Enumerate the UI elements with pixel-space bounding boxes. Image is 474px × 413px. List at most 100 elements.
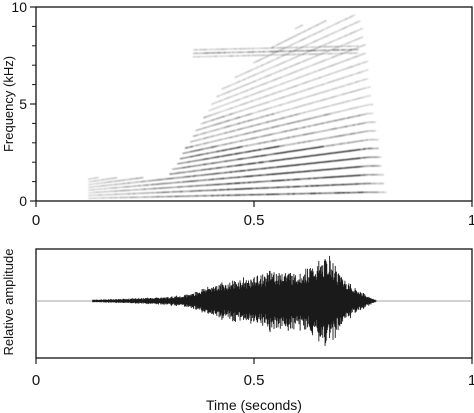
spectrogram-harmonic-mark — [260, 96, 264, 99]
spectrogram-harmonic-mark — [305, 73, 309, 76]
spectrogram-harmonic-mark — [349, 99, 353, 102]
spectrogram-harmonic-mark — [231, 82, 236, 86]
spectrogram-harmonic-mark — [299, 82, 304, 86]
spectrogram-harmonic-mark — [284, 95, 288, 98]
spectrogram-harmonic-mark — [247, 107, 251, 110]
spectrogram-harmonic-mark — [271, 112, 275, 116]
spectrogram-harmonic-mark — [216, 128, 220, 131]
spectrogram-x-tick-label: 1 — [468, 212, 474, 229]
spectrogram-harmonic-mark — [255, 85, 259, 88]
spectrogram-harmonic-mark — [221, 143, 225, 146]
spectrogram-harmonic-mark — [300, 112, 304, 115]
spectrogram-harmonic-mark — [260, 135, 264, 138]
spectrogram-harmonic-mark — [258, 58, 262, 62]
spectrogram-harmonic-mark — [365, 60, 369, 63]
spectrogram-harmonic-mark — [229, 124, 233, 127]
spectrogram-harmonic-mark — [276, 63, 280, 67]
spectrogram-harmonic-mark — [313, 124, 317, 127]
spectrogram-harmonic-mark — [315, 108, 319, 111]
spectrogram-harmonic-mark — [273, 98, 277, 101]
spectrogram-harmonic-mark — [258, 103, 262, 106]
spectrogram-harmonic-mark — [357, 123, 361, 125]
spectrogram-harmonic-mark — [360, 96, 364, 99]
spectrogram-harmonic-mark — [224, 114, 228, 117]
spectrogram-harmonic-mark — [271, 139, 275, 142]
spectrogram-harmonic-mark — [315, 115, 319, 118]
spectrogram-harmonic-mark — [313, 47, 317, 51]
spectrogram-harmonic-mark — [245, 101, 249, 105]
spectrogram-harmonic-mark — [203, 116, 207, 119]
spectrogram-harmonic-mark — [239, 115, 243, 118]
spectrogram-harmonic-mark — [258, 65, 262, 68]
spectrogram-harmonic-mark — [266, 114, 270, 117]
spectrogram-harmonic-mark — [268, 93, 272, 96]
spectrogram-harmonic-mark — [310, 124, 314, 127]
spectrogram-harmonic-mark — [195, 144, 199, 147]
spectrogram-harmonic-mark — [197, 133, 202, 136]
spectrogram-harmonic-mark — [268, 67, 272, 70]
spectrogram-harmonic-mark — [339, 118, 343, 121]
spectrogram-harmonic-mark — [294, 135, 298, 138]
spectrogram-harmonic-mark — [242, 102, 246, 105]
spectrogram-harmonic-mark — [347, 33, 351, 36]
spectrogram-harmonic-mark — [334, 127, 337, 130]
spectrogram-harmonic-mark — [234, 135, 238, 138]
spectrogram-x-tick-label: 0 — [32, 212, 40, 229]
spectrogram-harmonic-mark — [247, 82, 251, 85]
spectrogram-harmonic-mark — [302, 133, 306, 136]
spectrogram-harmonic-mark — [299, 24, 304, 27]
spectrogram-harmonic-mark — [355, 115, 358, 118]
spectrogram-harmonic-mark — [365, 112, 369, 115]
spectrogram-harmonic-mark — [307, 132, 311, 135]
spectrogram-harmonic-mark — [245, 77, 249, 80]
spectrogram-harmonic-mark — [273, 139, 277, 142]
spectrogram-harmonic-mark — [252, 118, 256, 121]
spectrogram-harmonic-mark — [195, 134, 199, 137]
spectrogram-harmonic-mark — [226, 119, 230, 122]
spectrogram-y-axis-label: Frequency (kHz) — [1, 56, 16, 152]
spectrogram-harmonic-mark — [347, 66, 351, 69]
spectrogram-harmonic-mark — [239, 79, 243, 82]
spectrogram-harmonic-mark — [258, 71, 262, 75]
spectrogram-harmonic-mark — [349, 107, 353, 110]
spectrogram-harmonic-mark — [310, 79, 314, 82]
spectrogram-harmonic-mark — [218, 149, 222, 152]
spectrogram-harmonic-mark — [279, 124, 283, 127]
spectrogram-harmonic-mark — [276, 104, 280, 107]
spectrogram-harmonic-mark — [273, 112, 277, 115]
spectrogram-harmonic-mark — [200, 132, 204, 135]
spectrogram-harmonic-mark — [216, 150, 220, 153]
spectrogram-harmonic-mark — [292, 92, 296, 95]
spectrogram-harmonic-mark — [234, 93, 238, 96]
spectrogram-harmonic-mark — [326, 113, 330, 116]
spectrogram-harmonic-mark — [307, 102, 311, 105]
spectrogram-harmonic-mark — [226, 136, 230, 139]
spectrogram-harmonic-mark — [218, 127, 222, 130]
spectrogram-harmonic-mark — [224, 109, 228, 112]
spectrogram-harmonic-mark — [333, 30, 338, 34]
spectrogram-harmonic-mark — [336, 29, 340, 33]
spectrogram-harmonic-mark — [281, 137, 285, 140]
spectrogram-harmonic-mark — [247, 144, 251, 147]
spectrogram-harmonic-mark — [370, 121, 374, 124]
spectrogram-harmonic-mark — [255, 104, 259, 107]
spectrogram-harmonic-mark — [300, 104, 304, 107]
spectrogram-harmonic-mark — [326, 42, 330, 45]
spectrogram-harmonic-mark — [297, 91, 301, 94]
spectrogram-harmonic-mark — [263, 108, 267, 111]
spectrogram-harmonic-mark — [315, 100, 319, 103]
spectrogram-harmonic-mark — [292, 107, 296, 110]
spectrogram-harmonic-mark — [326, 50, 330, 53]
spectrogram-harmonic-mark — [326, 65, 330, 69]
spectrogram-harmonic-mark — [266, 107, 270, 110]
spectrogram-harmonic-mark — [305, 103, 309, 106]
spectrogram-harmonic-mark — [320, 99, 324, 102]
spectrogram-harmonic-mark — [263, 82, 267, 85]
spectrogram-harmonic-mark — [310, 101, 314, 105]
spectrogram-harmonic-mark — [347, 116, 351, 119]
spectrogram-harmonic-mark — [276, 125, 280, 128]
spectrogram-harmonic-mark — [323, 51, 327, 54]
spectrogram-harmonic-mark — [252, 67, 257, 71]
spectrogram-harmonic-mark — [344, 84, 348, 87]
spectrogram-harmonic-mark — [360, 105, 364, 108]
